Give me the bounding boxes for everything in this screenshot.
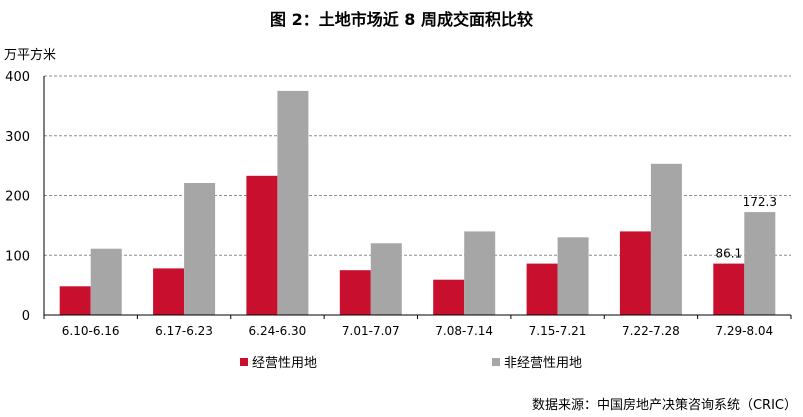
bar-series0-6 [619,231,651,315]
category-label: 6.24-6.30 [249,324,307,338]
category-label: 7.22-7.28 [622,324,680,338]
bar-series0-2 [246,175,278,315]
category-labels: 6.10-6.16 6.17-6.23 6.24-6.30 7.01-7.07 7.08… [62,324,773,338]
bar-series1-5 [557,237,589,315]
category-label: 7.01-7.07 [342,324,400,338]
data-source: 数据来源：中国房地产决策咨询系统（CRIC） [531,398,797,413]
bar-series1-1 [184,183,216,315]
bar-series0-3 [339,270,371,315]
data-label: 86.1 [715,247,742,261]
data-labels: 86.1 172.3 [715,195,777,261]
data-label: 172.3 [743,195,777,209]
category-label: 7.15-7.21 [529,324,587,338]
bar-series1-0 [90,248,122,315]
bars [59,90,776,316]
legend-label-non-operating: 非经营性用地 [504,356,583,371]
y-tick-labels: 0 100 200 300 400 [5,70,30,324]
y-tick-label: 400 [5,70,30,85]
bar-series1-2 [277,90,309,316]
legend-item-non-operating: 非经营性用地 [492,352,582,371]
chart-title: 图 2：土地市场近 8 周成交面积比较 [270,10,533,29]
bar-series1-7 [744,212,776,315]
bar-series0-1 [153,268,185,315]
legend-item-operating: 经营性用地 [240,352,317,371]
y-tick-label: 0 [22,309,30,324]
bar-series1-4 [464,231,496,315]
category-label: 6.17-6.23 [155,324,213,338]
bar-series0-0 [59,286,91,315]
legend-swatch-non-operating [492,357,500,366]
bar-series1-3 [370,243,402,315]
y-axis-unit: 万平方米 [4,48,57,63]
category-label: 6.10-6.16 [62,324,120,338]
category-label: 7.29-8.04 [715,324,773,338]
bar-series0-5 [526,263,558,315]
category-label: 7.08-7.14 [435,324,493,338]
bar-series0-4 [433,279,465,315]
legend-label-operating: 经营性用地 [252,356,318,371]
bar-series1-6 [650,163,682,315]
y-tick-label: 300 [5,130,30,145]
y-tick-label: 200 [5,190,30,205]
bar-series0-7 [713,263,745,315]
axes [43,76,792,319]
legend-swatch-operating [240,357,248,366]
y-tick-label: 100 [5,249,30,264]
